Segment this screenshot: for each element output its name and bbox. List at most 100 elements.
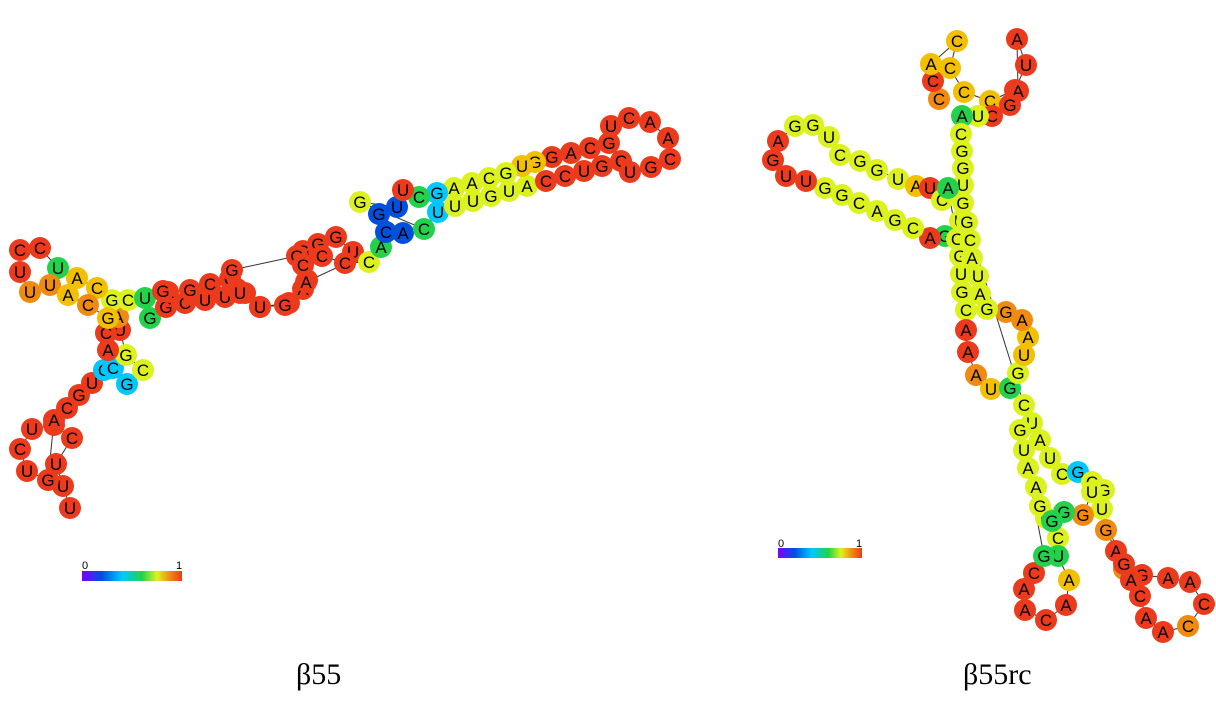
nucleotide-letter: A [1157, 623, 1169, 642]
nucleotide-letter: U [1096, 500, 1108, 519]
nucleotide: G [999, 94, 1021, 116]
nucleotide-letter: A [942, 179, 954, 198]
nucleotide-circle [831, 184, 853, 206]
nucleotide-circle [919, 227, 941, 249]
nucleotide-letter: A [466, 174, 478, 193]
nucleotide: G [426, 182, 448, 204]
nucleotide-letter: G [1117, 555, 1130, 574]
nucleotide-circle [358, 251, 380, 273]
nucleotide-circle [16, 460, 38, 482]
nucleotide-circle [541, 146, 563, 168]
nucleotide-letter: A [644, 113, 656, 132]
nucleotide-circle [21, 418, 43, 440]
nucleotide: C [950, 123, 972, 145]
nucleotide-circle [952, 157, 974, 179]
nucleotide-circle [784, 115, 806, 137]
nucleotide-letter: G [41, 471, 54, 490]
nucleotide: A [461, 172, 483, 194]
nucleotide-letter: A [521, 177, 533, 196]
nucleotide-circle [19, 281, 41, 303]
nucleotide: A [443, 177, 465, 199]
nucleotide: C [375, 221, 397, 243]
nucleotide-circle [1047, 527, 1069, 549]
nucleotide-circle [775, 165, 797, 187]
nucleotide-letter: A [960, 321, 972, 340]
nucleotide: C [358, 251, 380, 273]
nucleotide: U [229, 282, 251, 304]
nucleotide: U [1013, 439, 1035, 461]
nucleotide: U [9, 261, 31, 283]
nucleotide-letter: C [14, 440, 26, 459]
nucleotide-circle [1009, 419, 1031, 441]
nucleotide-letter: C [107, 359, 119, 378]
nucleotide: U [462, 190, 484, 212]
nucleotide: G [951, 281, 973, 303]
nucleotide-circle [1177, 615, 1199, 637]
nucleotide: C [535, 170, 557, 192]
nucleotide-letter: A [397, 224, 409, 243]
nucleotide-circle [1029, 429, 1051, 451]
nucleotide-letter: C [82, 296, 94, 315]
nucleotide-letter: U [50, 455, 62, 474]
nucleotide-letter: U [26, 420, 38, 439]
nucleotide-circle [849, 150, 871, 172]
nucleotide: G [1072, 504, 1094, 526]
nucleotide-letter: C [964, 231, 976, 250]
nucleotide-circle [461, 172, 483, 194]
nucleotide: G [1033, 545, 1055, 567]
nucleotide: G [598, 132, 620, 154]
nucleotide-circle [1193, 593, 1215, 615]
nucleotide-circle [1157, 567, 1179, 589]
nucleotide: U [1039, 447, 1061, 469]
nucleotide: U [47, 257, 69, 279]
nucleotide-letter: C [34, 239, 46, 258]
nucleotide-letter: G [225, 261, 238, 280]
nucleotide-letter: A [1011, 30, 1023, 49]
nucleotide-letter: C [955, 125, 967, 144]
nucleotide-letter: C [986, 107, 998, 126]
nucleotide-circle [66, 267, 88, 289]
nucleotide-circle [1014, 599, 1036, 621]
nucleotide-circle [29, 237, 51, 259]
nucleotide-circle [443, 177, 465, 199]
nucleotide-circle [922, 70, 944, 92]
nucleotide-letter: G [788, 117, 801, 136]
nucleotide: U [1015, 54, 1037, 76]
nucleotide: A [516, 175, 538, 197]
nucleotide-letter: U [985, 380, 997, 399]
nucleotide: C [928, 88, 950, 110]
nucleotide-circle [1179, 571, 1201, 593]
nucleotide-letter: C [1028, 564, 1040, 583]
nucleotide-circle [956, 211, 978, 233]
nucleotide-letter: C [1018, 396, 1030, 415]
nucleotide-circle [1051, 463, 1073, 485]
nucleotide: A [919, 227, 941, 249]
nucleotide-letter: A [1030, 478, 1042, 497]
nucleotide-circle [325, 226, 347, 248]
nucleotide-letter: U [605, 117, 617, 136]
left-scale-max-label: 1 [176, 560, 182, 572]
nucleotide-circle [953, 81, 975, 103]
nucleotide-circle [311, 245, 333, 267]
nucleotide-letter: G [1013, 421, 1026, 440]
nucleotide-letter: C [204, 275, 216, 294]
nucleotide: G [495, 162, 517, 184]
nucleotide-letter: G [156, 282, 169, 301]
nucleotide-letter: U [199, 291, 211, 310]
nucleotide-circle [560, 142, 582, 164]
nucleotide-letter: C [853, 194, 865, 213]
nucleotide-circle [1017, 457, 1039, 479]
nucleotide-letter: A [48, 411, 60, 430]
nucleotide: A [295, 271, 317, 293]
nucleotide-circle [902, 217, 924, 239]
nucleotide-letter: U [432, 203, 444, 222]
nucleotide-letter: U [924, 179, 936, 198]
nucleotide: U [444, 195, 466, 217]
nucleotide-letter: U [892, 170, 904, 189]
nucleotide-letter: A [662, 129, 674, 148]
nucleotide-letter: C [413, 188, 425, 207]
nucleotide-circle [965, 364, 987, 386]
nucleotide-letter: A [962, 343, 974, 362]
nucleotide-circle [77, 294, 99, 316]
nucleotide-letter: C [927, 72, 939, 91]
